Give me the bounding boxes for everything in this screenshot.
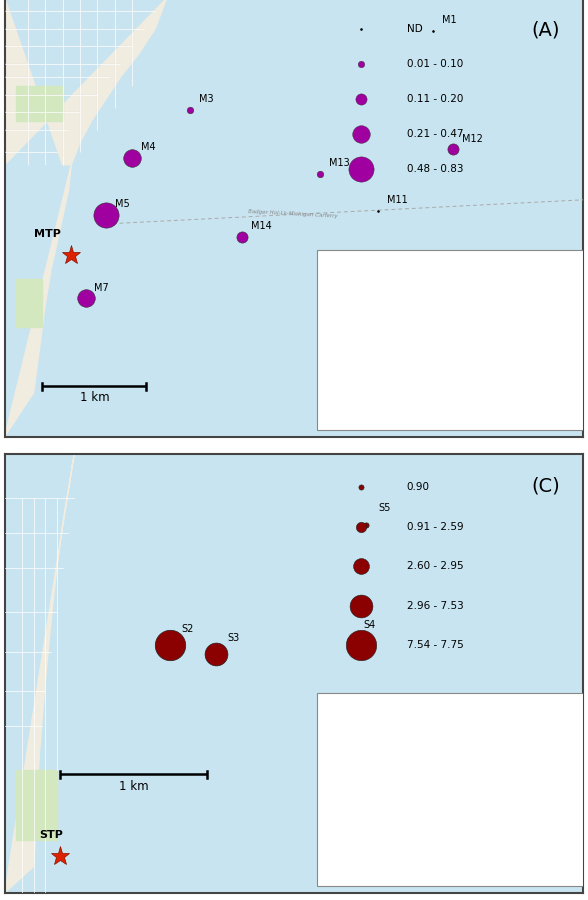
Point [315,166,325,181]
Point [237,230,246,244]
Text: M13: M13 [329,158,349,167]
Text: M1: M1 [442,15,456,25]
Text: S4: S4 [363,619,376,630]
FancyBboxPatch shape [317,250,583,430]
Text: 0.21 - 0.47: 0.21 - 0.47 [407,129,463,140]
Polygon shape [5,165,71,436]
Text: M4: M4 [141,142,155,152]
Text: 0.11 - 0.20: 0.11 - 0.20 [407,94,463,104]
Point [81,292,91,306]
Text: M8: M8 [369,335,384,345]
Text: M9: M9 [366,374,381,384]
Polygon shape [5,0,167,165]
Point [165,638,174,652]
Point [356,519,365,534]
Text: M5: M5 [115,199,129,210]
Text: 2.96 - 7.53: 2.96 - 7.53 [407,600,463,611]
Point [321,730,330,744]
Text: M10: M10 [375,265,396,275]
Point [356,638,365,652]
Point [185,103,195,117]
Point [356,481,365,495]
Text: M12: M12 [462,133,483,143]
Point [428,24,437,39]
Polygon shape [16,279,42,327]
Point [101,208,111,222]
Text: S5: S5 [378,503,390,514]
Text: S6: S6 [338,716,350,726]
Text: 2.60 - 2.95: 2.60 - 2.95 [407,562,463,572]
Text: 0.48 - 0.83: 0.48 - 0.83 [407,164,463,174]
Text: ND: ND [407,24,423,34]
Point [356,344,365,358]
Text: STP: STP [39,830,64,840]
Text: 0.01 - 0.10: 0.01 - 0.10 [407,58,463,69]
Point [347,634,356,648]
Point [211,647,220,662]
Text: (A): (A) [532,20,560,39]
Point [356,22,365,36]
Text: 7.54 - 7.75: 7.54 - 7.75 [407,640,463,650]
Point [356,92,365,106]
Polygon shape [16,86,62,121]
Text: MTP: MTP [34,230,61,239]
Polygon shape [16,770,57,841]
Point [373,203,383,218]
Text: Badger Hol-Lk-Michigan Carferry: Badger Hol-Lk-Michigan Carferry [248,209,338,219]
Text: 0.90: 0.90 [407,482,430,492]
Point [362,518,371,532]
Point [353,383,362,398]
Text: M14: M14 [250,221,271,231]
Text: M7: M7 [95,283,109,293]
Text: 0.91 - 2.59: 0.91 - 2.59 [407,522,463,532]
Text: S2: S2 [181,624,193,634]
Point [362,274,371,288]
Text: M3: M3 [199,94,213,104]
Text: M11: M11 [386,195,407,205]
Point [356,162,365,176]
Text: (C): (C) [532,476,560,495]
Polygon shape [5,454,74,893]
Point [356,57,365,71]
Text: 1 km: 1 km [119,779,148,793]
Point [356,598,365,613]
Text: 1 km: 1 km [79,392,109,404]
Point [356,127,365,141]
Point [127,151,136,166]
FancyBboxPatch shape [317,693,583,886]
Text: S3: S3 [228,633,240,643]
Point [449,142,458,157]
Point [356,559,365,573]
